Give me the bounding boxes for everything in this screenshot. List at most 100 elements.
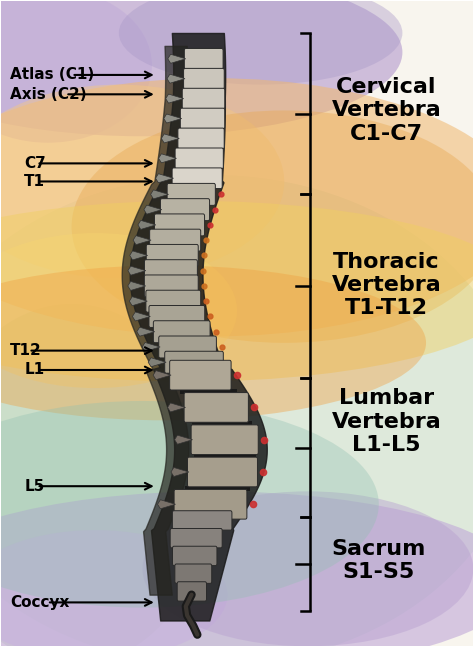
FancyBboxPatch shape bbox=[170, 360, 231, 390]
Ellipse shape bbox=[0, 175, 474, 647]
Text: Thoracic
Vertebra
T1-T12: Thoracic Vertebra T1-T12 bbox=[331, 252, 441, 318]
Bar bbox=[181, 389, 237, 394]
FancyBboxPatch shape bbox=[191, 425, 258, 455]
Polygon shape bbox=[151, 190, 169, 199]
FancyBboxPatch shape bbox=[174, 489, 247, 519]
FancyBboxPatch shape bbox=[184, 393, 248, 422]
Bar bbox=[150, 245, 197, 250]
FancyBboxPatch shape bbox=[160, 199, 210, 221]
Ellipse shape bbox=[0, 233, 237, 388]
Text: Sacrum
S1-S5: Sacrum S1-S5 bbox=[331, 539, 426, 582]
Bar bbox=[148, 261, 195, 266]
Bar bbox=[164, 352, 217, 357]
FancyBboxPatch shape bbox=[144, 275, 198, 297]
Bar bbox=[185, 86, 222, 91]
Text: Cervical
Vertebra
C1-C7: Cervical Vertebra C1-C7 bbox=[331, 77, 441, 144]
Polygon shape bbox=[171, 468, 189, 476]
Bar bbox=[192, 421, 252, 426]
Text: L5: L5 bbox=[24, 479, 45, 494]
Ellipse shape bbox=[143, 491, 474, 646]
Ellipse shape bbox=[0, 265, 426, 421]
Ellipse shape bbox=[0, 0, 152, 143]
Polygon shape bbox=[148, 358, 166, 367]
FancyBboxPatch shape bbox=[173, 510, 232, 530]
Ellipse shape bbox=[0, 304, 213, 647]
Polygon shape bbox=[153, 371, 171, 380]
Bar bbox=[160, 215, 204, 220]
Bar bbox=[147, 291, 197, 296]
Polygon shape bbox=[142, 342, 160, 351]
Polygon shape bbox=[155, 173, 173, 182]
Polygon shape bbox=[138, 221, 156, 230]
FancyBboxPatch shape bbox=[178, 128, 224, 149]
Polygon shape bbox=[174, 435, 192, 444]
Text: Coccyx: Coccyx bbox=[10, 595, 70, 610]
FancyBboxPatch shape bbox=[180, 108, 225, 129]
FancyBboxPatch shape bbox=[182, 88, 225, 109]
Ellipse shape bbox=[0, 85, 284, 278]
FancyBboxPatch shape bbox=[170, 529, 222, 548]
Polygon shape bbox=[128, 266, 146, 275]
Bar bbox=[159, 337, 210, 342]
Polygon shape bbox=[164, 114, 182, 123]
Text: T1: T1 bbox=[24, 174, 46, 189]
FancyBboxPatch shape bbox=[177, 582, 207, 601]
Bar bbox=[150, 306, 200, 311]
Bar bbox=[186, 66, 221, 71]
FancyBboxPatch shape bbox=[172, 168, 222, 188]
Bar bbox=[182, 126, 222, 131]
Ellipse shape bbox=[72, 111, 474, 343]
Ellipse shape bbox=[0, 0, 402, 137]
FancyBboxPatch shape bbox=[175, 564, 212, 584]
Text: Axis (C2): Axis (C2) bbox=[10, 87, 87, 102]
Polygon shape bbox=[159, 154, 176, 163]
Bar bbox=[185, 485, 250, 490]
Polygon shape bbox=[167, 74, 185, 83]
Polygon shape bbox=[133, 236, 151, 245]
Polygon shape bbox=[168, 54, 186, 63]
FancyBboxPatch shape bbox=[175, 148, 223, 169]
Polygon shape bbox=[137, 327, 155, 336]
Polygon shape bbox=[129, 297, 147, 306]
FancyBboxPatch shape bbox=[146, 245, 198, 267]
FancyBboxPatch shape bbox=[154, 321, 210, 343]
FancyBboxPatch shape bbox=[146, 291, 201, 312]
FancyBboxPatch shape bbox=[167, 183, 215, 205]
Polygon shape bbox=[128, 281, 146, 291]
FancyBboxPatch shape bbox=[150, 229, 201, 251]
FancyBboxPatch shape bbox=[145, 259, 197, 281]
Text: C7: C7 bbox=[24, 156, 46, 171]
FancyBboxPatch shape bbox=[149, 305, 205, 327]
Bar bbox=[155, 230, 200, 235]
Bar bbox=[147, 276, 195, 281]
FancyBboxPatch shape bbox=[188, 457, 257, 487]
Ellipse shape bbox=[0, 401, 379, 608]
Bar bbox=[173, 184, 217, 189]
Polygon shape bbox=[132, 312, 150, 321]
Polygon shape bbox=[166, 94, 183, 103]
Bar bbox=[194, 454, 256, 459]
Ellipse shape bbox=[0, 491, 474, 647]
Ellipse shape bbox=[0, 78, 474, 336]
Ellipse shape bbox=[0, 201, 474, 382]
FancyBboxPatch shape bbox=[183, 69, 224, 89]
Polygon shape bbox=[144, 205, 162, 214]
Polygon shape bbox=[130, 251, 148, 260]
FancyBboxPatch shape bbox=[155, 214, 205, 236]
Bar bbox=[176, 166, 220, 171]
Ellipse shape bbox=[0, 530, 228, 647]
FancyBboxPatch shape bbox=[159, 336, 217, 358]
FancyBboxPatch shape bbox=[165, 351, 223, 373]
Text: Lumbar
Vertebra
L1-L5: Lumbar Vertebra L1-L5 bbox=[331, 388, 441, 455]
Text: Atlas (C1): Atlas (C1) bbox=[10, 67, 94, 82]
Text: T12: T12 bbox=[10, 343, 42, 358]
Ellipse shape bbox=[119, 0, 402, 85]
Bar bbox=[166, 199, 210, 204]
Polygon shape bbox=[168, 403, 185, 412]
Polygon shape bbox=[157, 499, 175, 509]
Bar bbox=[154, 322, 204, 327]
Bar bbox=[170, 366, 224, 371]
Bar bbox=[184, 106, 222, 111]
Bar bbox=[179, 146, 221, 151]
Text: L1: L1 bbox=[24, 362, 45, 377]
